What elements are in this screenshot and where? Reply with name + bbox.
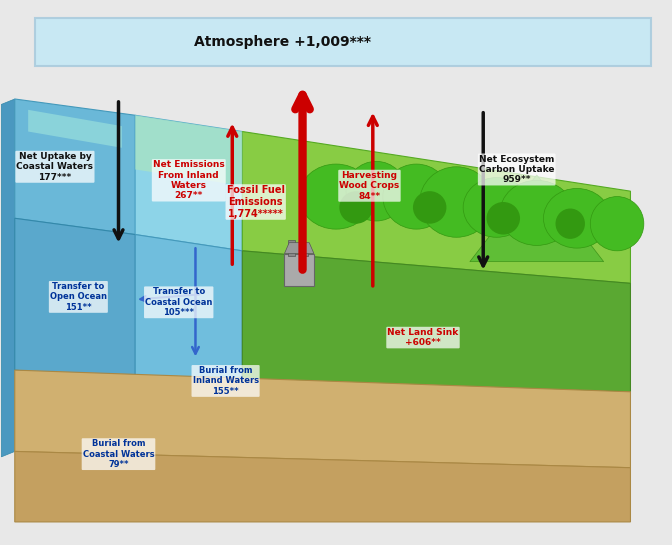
Polygon shape (470, 175, 603, 262)
Ellipse shape (299, 164, 373, 229)
Polygon shape (284, 243, 314, 253)
Text: Fossil Fuel
Emissions
1,774*****: Fossil Fuel Emissions 1,774***** (226, 185, 285, 219)
Polygon shape (15, 99, 135, 234)
Polygon shape (135, 115, 243, 251)
Text: Net Ecosystem
Carbon Uptake
959**: Net Ecosystem Carbon Uptake 959** (479, 155, 554, 184)
Ellipse shape (556, 209, 585, 239)
Ellipse shape (383, 164, 450, 229)
Text: Net Uptake by
Coastal Waters
177***: Net Uptake by Coastal Waters 177*** (16, 152, 93, 181)
Bar (301, 243, 308, 256)
Ellipse shape (419, 167, 493, 237)
Polygon shape (15, 219, 135, 381)
Ellipse shape (590, 197, 644, 251)
Polygon shape (135, 234, 243, 381)
Text: Net Emissions
From Inland
Waters
267**: Net Emissions From Inland Waters 267** (153, 160, 224, 201)
Bar (284, 253, 314, 286)
Ellipse shape (500, 180, 574, 245)
Polygon shape (1, 99, 15, 457)
Ellipse shape (487, 202, 520, 234)
Ellipse shape (346, 161, 407, 221)
Text: Net Land Sink
+606**: Net Land Sink +606** (387, 328, 458, 347)
Polygon shape (28, 110, 122, 148)
Polygon shape (15, 451, 630, 522)
Text: Transfer to
Open Ocean
151**: Transfer to Open Ocean 151** (50, 282, 107, 312)
Text: Harvesting
Wood Crops
84**: Harvesting Wood Crops 84** (339, 171, 400, 201)
Polygon shape (243, 251, 630, 392)
Polygon shape (243, 131, 630, 283)
Ellipse shape (544, 189, 610, 248)
Polygon shape (15, 370, 630, 468)
Bar (288, 240, 295, 256)
Text: Burial from
Coastal Waters
79**: Burial from Coastal Waters 79** (83, 439, 155, 469)
Text: Atmosphere +1,009***: Atmosphere +1,009*** (194, 35, 371, 49)
Polygon shape (35, 17, 650, 66)
Text: Burial from
Inland Waters
155**: Burial from Inland Waters 155** (192, 366, 259, 396)
Ellipse shape (339, 191, 373, 223)
Ellipse shape (413, 191, 446, 223)
Ellipse shape (463, 178, 530, 237)
Text: Transfer to
Coastal Ocean
105***: Transfer to Coastal Ocean 105*** (145, 287, 212, 317)
Polygon shape (135, 115, 243, 186)
